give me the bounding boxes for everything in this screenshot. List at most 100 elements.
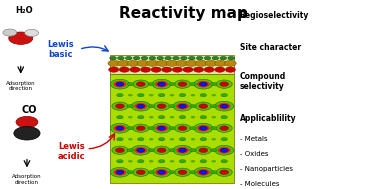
Circle shape bbox=[199, 104, 208, 108]
Circle shape bbox=[110, 57, 116, 60]
Circle shape bbox=[128, 94, 132, 96]
Circle shape bbox=[215, 60, 227, 66]
Circle shape bbox=[215, 67, 225, 72]
Circle shape bbox=[221, 160, 228, 163]
Circle shape bbox=[117, 115, 123, 119]
Circle shape bbox=[137, 126, 145, 130]
Circle shape bbox=[149, 160, 153, 162]
Circle shape bbox=[173, 101, 192, 111]
Circle shape bbox=[197, 81, 210, 88]
Circle shape bbox=[170, 94, 174, 96]
Text: Adsorption
direction: Adsorption direction bbox=[12, 174, 42, 185]
Circle shape bbox=[117, 57, 124, 60]
Circle shape bbox=[191, 138, 195, 140]
Circle shape bbox=[117, 138, 123, 141]
Text: CO: CO bbox=[22, 105, 37, 115]
Circle shape bbox=[225, 60, 236, 66]
Circle shape bbox=[149, 94, 153, 96]
Circle shape bbox=[131, 145, 150, 155]
Circle shape bbox=[199, 82, 208, 86]
Circle shape bbox=[138, 94, 144, 97]
Circle shape bbox=[154, 102, 170, 110]
Circle shape bbox=[128, 138, 132, 140]
Circle shape bbox=[169, 126, 175, 130]
Circle shape bbox=[116, 126, 124, 130]
Circle shape bbox=[133, 57, 140, 60]
Circle shape bbox=[158, 138, 165, 141]
Circle shape bbox=[148, 105, 154, 108]
Circle shape bbox=[157, 57, 164, 60]
Circle shape bbox=[152, 79, 171, 89]
Circle shape bbox=[190, 126, 196, 130]
Circle shape bbox=[175, 80, 191, 88]
Circle shape bbox=[188, 57, 195, 60]
Circle shape bbox=[220, 57, 227, 60]
Circle shape bbox=[141, 67, 151, 72]
Circle shape bbox=[176, 103, 189, 110]
Circle shape bbox=[204, 57, 211, 60]
Circle shape bbox=[141, 57, 148, 60]
Circle shape bbox=[176, 147, 189, 154]
Circle shape bbox=[130, 67, 140, 72]
Circle shape bbox=[16, 116, 38, 128]
Circle shape bbox=[191, 94, 195, 96]
Circle shape bbox=[220, 104, 228, 108]
Circle shape bbox=[200, 160, 207, 163]
Circle shape bbox=[148, 126, 154, 130]
Circle shape bbox=[113, 81, 127, 88]
Circle shape bbox=[173, 57, 179, 60]
Text: Compound
selectivity: Compound selectivity bbox=[239, 72, 286, 91]
Circle shape bbox=[157, 60, 168, 66]
Circle shape bbox=[165, 57, 171, 60]
Circle shape bbox=[155, 169, 168, 176]
Circle shape bbox=[137, 104, 145, 108]
Circle shape bbox=[218, 147, 231, 154]
Circle shape bbox=[148, 149, 154, 152]
Bar bbox=[110, 74, 234, 183]
Circle shape bbox=[195, 146, 212, 154]
Circle shape bbox=[172, 67, 183, 72]
Circle shape bbox=[138, 138, 144, 141]
Circle shape bbox=[133, 168, 149, 176]
Circle shape bbox=[152, 167, 171, 177]
Circle shape bbox=[218, 103, 231, 110]
Circle shape bbox=[137, 60, 149, 66]
Circle shape bbox=[148, 82, 154, 86]
Circle shape bbox=[151, 67, 161, 72]
Circle shape bbox=[170, 138, 174, 140]
Circle shape bbox=[169, 105, 175, 108]
Circle shape bbox=[169, 82, 175, 86]
Text: Site character: Site character bbox=[239, 43, 300, 52]
Circle shape bbox=[225, 67, 235, 72]
Circle shape bbox=[116, 82, 124, 86]
Circle shape bbox=[138, 115, 144, 119]
Circle shape bbox=[137, 148, 145, 152]
Circle shape bbox=[194, 167, 213, 177]
Text: Lewis
basic: Lewis basic bbox=[48, 40, 74, 59]
Circle shape bbox=[112, 146, 128, 154]
Circle shape bbox=[109, 67, 119, 72]
Circle shape bbox=[155, 125, 168, 132]
Circle shape bbox=[221, 138, 228, 141]
Circle shape bbox=[200, 138, 207, 141]
Circle shape bbox=[195, 60, 207, 66]
Circle shape bbox=[158, 160, 165, 163]
Circle shape bbox=[212, 116, 216, 118]
Circle shape bbox=[128, 116, 132, 118]
Circle shape bbox=[221, 115, 228, 119]
Circle shape bbox=[210, 82, 217, 86]
Circle shape bbox=[191, 116, 195, 118]
Circle shape bbox=[148, 171, 154, 174]
Circle shape bbox=[157, 104, 166, 108]
Circle shape bbox=[199, 148, 208, 153]
Circle shape bbox=[191, 160, 195, 162]
Circle shape bbox=[158, 94, 165, 97]
Circle shape bbox=[186, 60, 197, 66]
Circle shape bbox=[216, 124, 232, 132]
Circle shape bbox=[173, 145, 192, 155]
Circle shape bbox=[200, 115, 207, 119]
Text: - Nanoparticles: - Nanoparticles bbox=[239, 167, 292, 173]
Circle shape bbox=[179, 94, 186, 97]
Circle shape bbox=[133, 80, 149, 88]
Circle shape bbox=[212, 57, 219, 60]
